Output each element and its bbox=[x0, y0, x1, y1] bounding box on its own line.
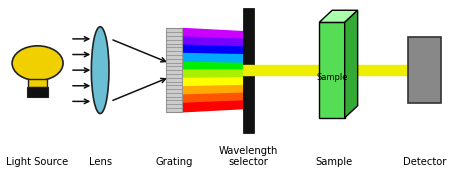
Polygon shape bbox=[182, 78, 248, 87]
Ellipse shape bbox=[91, 27, 109, 114]
Polygon shape bbox=[182, 85, 248, 95]
Polygon shape bbox=[182, 93, 248, 103]
Polygon shape bbox=[182, 70, 248, 78]
Polygon shape bbox=[319, 10, 358, 22]
Polygon shape bbox=[182, 101, 248, 112]
Polygon shape bbox=[182, 45, 248, 55]
Ellipse shape bbox=[12, 46, 63, 80]
Text: Sample: Sample bbox=[316, 157, 353, 167]
Bar bbox=[243, 65, 254, 75]
Bar bbox=[28, 79, 47, 88]
Bar bbox=[409, 37, 441, 103]
Bar bbox=[319, 22, 345, 118]
Bar bbox=[243, 8, 254, 133]
Bar bbox=[27, 88, 48, 97]
Polygon shape bbox=[182, 62, 248, 70]
Polygon shape bbox=[182, 29, 248, 40]
Text: Sample: Sample bbox=[316, 73, 348, 82]
Text: Light Source: Light Source bbox=[7, 157, 69, 167]
Bar bbox=[254, 65, 415, 75]
Polygon shape bbox=[182, 37, 248, 47]
Polygon shape bbox=[345, 10, 358, 118]
Text: Wavelength
selector: Wavelength selector bbox=[219, 146, 278, 167]
Text: Grating: Grating bbox=[155, 157, 193, 167]
Text: Detector: Detector bbox=[403, 157, 447, 167]
Text: Lens: Lens bbox=[89, 157, 112, 167]
Bar bbox=[166, 29, 182, 112]
Polygon shape bbox=[182, 54, 248, 62]
